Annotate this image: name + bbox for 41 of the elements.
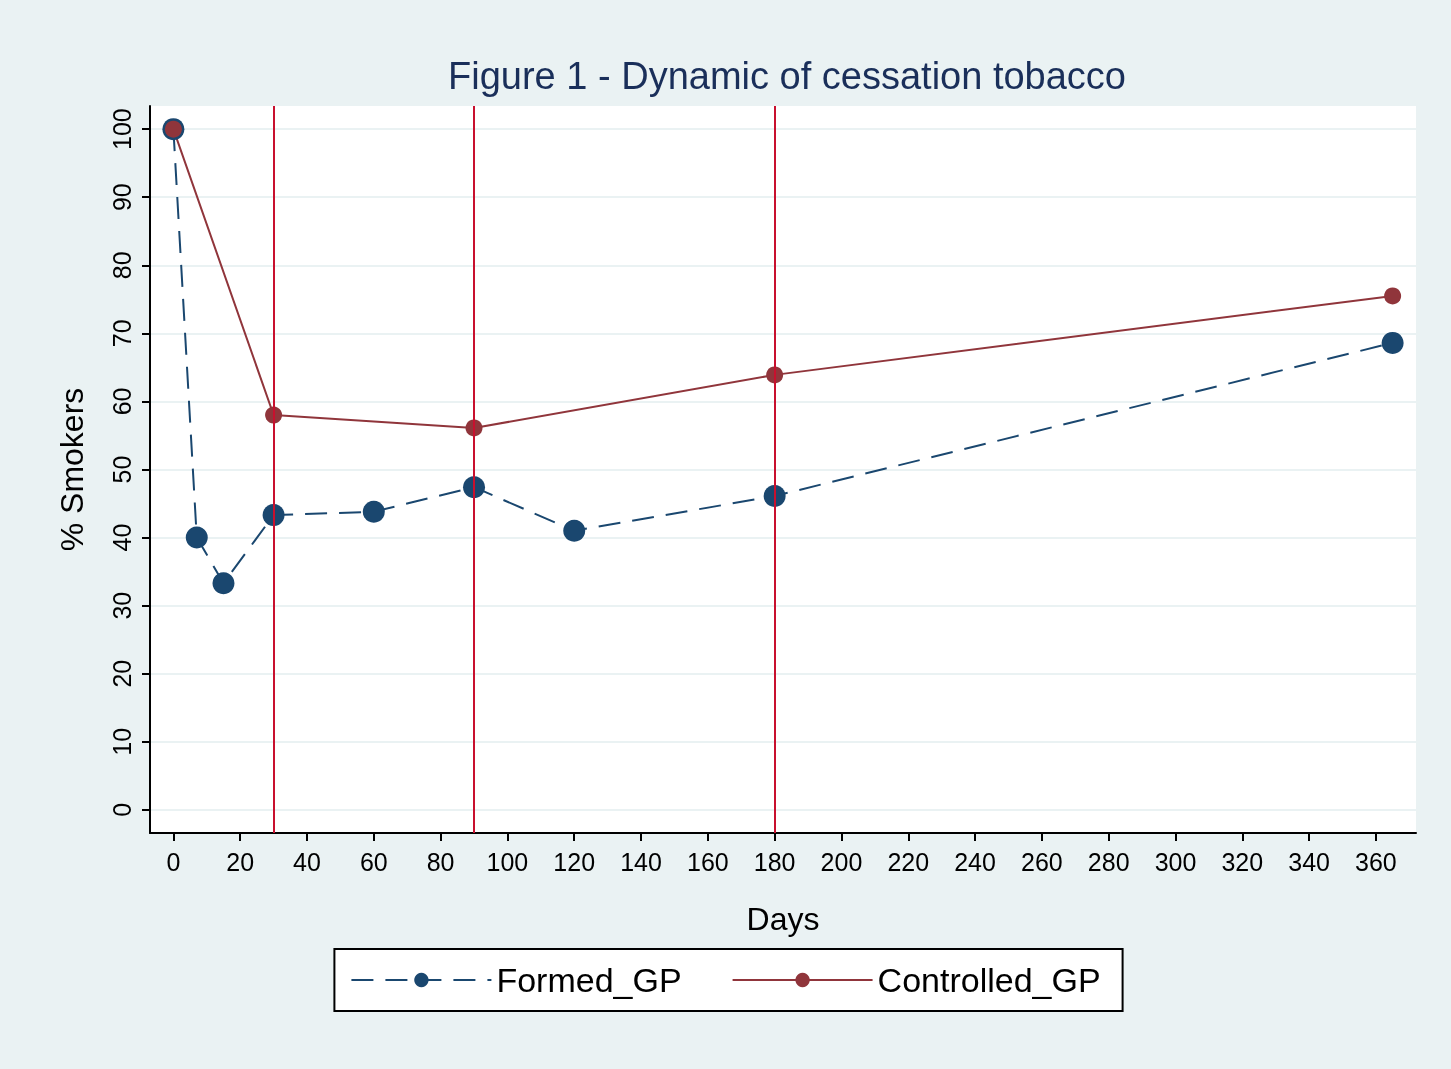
y-tick-label: 20 bbox=[107, 659, 136, 688]
x-tick-label: 320 bbox=[1221, 847, 1264, 876]
y-axis-title: % Smokers bbox=[54, 387, 90, 552]
x-tick-label: 160 bbox=[686, 847, 729, 876]
y-tick-label: 70 bbox=[107, 319, 136, 348]
point bbox=[362, 500, 385, 523]
x-tick-label: 260 bbox=[1021, 847, 1063, 876]
y-tick-label: 60 bbox=[107, 387, 136, 416]
y-tick-label: 40 bbox=[107, 523, 136, 552]
x-tick-label: 240 bbox=[954, 847, 996, 876]
y-tick-label: 80 bbox=[107, 251, 136, 280]
x-axis-title: Days bbox=[746, 901, 820, 937]
x-tick-label: 220 bbox=[887, 847, 930, 876]
x-tick-label: 340 bbox=[1288, 847, 1330, 876]
y-tick-label: 100 bbox=[107, 108, 136, 150]
x-tick-label: 80 bbox=[426, 847, 455, 876]
x-tick-label: 40 bbox=[293, 847, 321, 876]
x-tick-label: 20 bbox=[226, 847, 255, 876]
y-tick-label: 10 bbox=[107, 727, 136, 756]
legend-label: Formed_GP bbox=[496, 961, 682, 999]
y-tick-label: 90 bbox=[107, 183, 136, 212]
x-tick-label: 300 bbox=[1154, 847, 1197, 876]
y-tick-label: 0 bbox=[107, 802, 136, 817]
point bbox=[563, 519, 586, 542]
x-tick-label: 280 bbox=[1087, 847, 1130, 876]
x-tick-label: 0 bbox=[166, 847, 181, 876]
x-tick-label: 140 bbox=[620, 847, 662, 876]
y-tick-label: 50 bbox=[107, 455, 136, 484]
point bbox=[1384, 287, 1402, 305]
x-tick-label: 120 bbox=[553, 847, 596, 876]
legend-label: Controlled_GP bbox=[877, 961, 1101, 999]
x-tick-label: 60 bbox=[359, 847, 388, 876]
y-tick-label: 30 bbox=[107, 591, 136, 620]
point bbox=[1381, 331, 1404, 354]
point bbox=[212, 572, 235, 595]
x-tick-label: 180 bbox=[753, 847, 796, 876]
x-tick-label: 200 bbox=[820, 847, 863, 876]
chart-title: Figure 1 - Dynamic of cessation tobacco bbox=[448, 55, 1126, 97]
point bbox=[185, 526, 208, 549]
x-tick-label: 100 bbox=[486, 847, 529, 876]
x-tick-label: 360 bbox=[1355, 847, 1397, 876]
